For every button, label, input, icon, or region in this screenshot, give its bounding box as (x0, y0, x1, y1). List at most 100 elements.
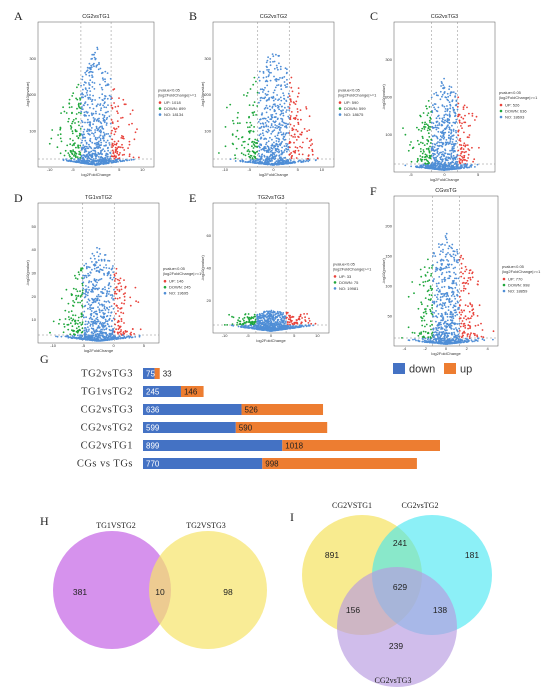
data-point (85, 262, 87, 265)
data-point (432, 152, 434, 155)
data-point (439, 168, 441, 171)
data-point (91, 289, 94, 292)
data-point (76, 290, 79, 293)
data-point (443, 114, 446, 117)
data-point (440, 163, 442, 166)
data-point (102, 292, 105, 294)
data-point (232, 324, 235, 327)
data-point (71, 130, 74, 133)
data-point (281, 159, 284, 162)
y-tick-label: 50 (32, 224, 37, 229)
data-point (68, 98, 71, 101)
data-point (226, 106, 228, 109)
data-point (454, 150, 456, 153)
data-point (73, 154, 75, 157)
data-point (99, 152, 102, 155)
data-point (448, 126, 450, 129)
data-point (84, 87, 87, 89)
data-point (433, 157, 436, 160)
data-point (96, 318, 99, 321)
data-point (284, 322, 287, 324)
data-point (453, 328, 455, 331)
data-point (259, 328, 262, 331)
data-point (279, 77, 281, 79)
data-point (128, 159, 131, 162)
data-point (278, 138, 281, 141)
data-point (304, 316, 306, 319)
data-point (264, 160, 267, 163)
data-point (432, 255, 434, 257)
data-point (444, 108, 447, 110)
data-point (87, 292, 89, 294)
data-point (112, 329, 114, 331)
data-point (277, 68, 279, 71)
data-point (244, 154, 247, 157)
data-point (79, 269, 82, 272)
data-point (87, 330, 90, 332)
data-point (101, 77, 104, 80)
data-point (420, 150, 422, 153)
data-point (92, 301, 95, 304)
data-point (107, 308, 110, 311)
data-point (274, 313, 277, 316)
data-point (248, 104, 251, 106)
data-point (472, 308, 475, 311)
data-point (267, 125, 270, 128)
data-point (287, 321, 289, 323)
data-point (75, 288, 77, 291)
volcano-svg: CGvsTGlog2FoldChange-log10(pvalue)501001… (381, 188, 541, 356)
data-point (120, 302, 123, 304)
volcano-svg: CG2vsTG1log2FoldChange-log10(pvalue)1002… (25, 14, 197, 177)
data-point (256, 158, 258, 161)
data-point (98, 113, 101, 115)
data-point (102, 119, 105, 122)
data-point (96, 251, 99, 254)
data-point (87, 298, 90, 301)
data-point (277, 312, 280, 315)
data-point (442, 129, 445, 132)
data-point (278, 108, 280, 111)
data-point (426, 164, 429, 167)
data-point (107, 110, 109, 113)
data-point (71, 112, 73, 115)
data-point (113, 140, 116, 143)
data-point (261, 132, 264, 135)
data-point (280, 311, 282, 314)
data-point (94, 159, 97, 162)
data-point (256, 320, 259, 323)
data-point (229, 103, 232, 106)
data-point (120, 320, 123, 322)
data-point (99, 315, 102, 318)
data-point (268, 148, 271, 151)
data-point (478, 146, 480, 149)
y-axis-label: -log10(pvalue) (25, 81, 30, 107)
data-point (283, 317, 286, 320)
data-point (440, 151, 442, 154)
data-point (416, 139, 419, 142)
data-point (304, 319, 306, 321)
data-point (79, 152, 82, 154)
legend-entry: NO: 18134 (164, 112, 184, 117)
data-point (93, 56, 96, 59)
volcano-plot-tg2-vs-tg3: TG2vsTG3 log2FoldChange -log10(pvalue) 20 40… (199, 193, 374, 368)
data-point (258, 79, 261, 82)
data-point (96, 281, 98, 284)
data-point (82, 154, 85, 156)
data-point (433, 150, 436, 152)
data-point (459, 167, 461, 170)
legend-marker (158, 101, 162, 104)
data-point (423, 150, 425, 153)
data-point (88, 160, 91, 163)
data-point (261, 148, 264, 150)
data-point (128, 155, 131, 158)
data-point (96, 46, 99, 49)
data-point (461, 161, 464, 163)
data-point (305, 159, 308, 162)
data-point (271, 144, 274, 147)
data-point (88, 114, 90, 117)
data-point (427, 139, 430, 142)
data-point (302, 141, 304, 144)
data-point (96, 333, 99, 335)
data-point (116, 110, 118, 113)
data-point (273, 327, 276, 329)
